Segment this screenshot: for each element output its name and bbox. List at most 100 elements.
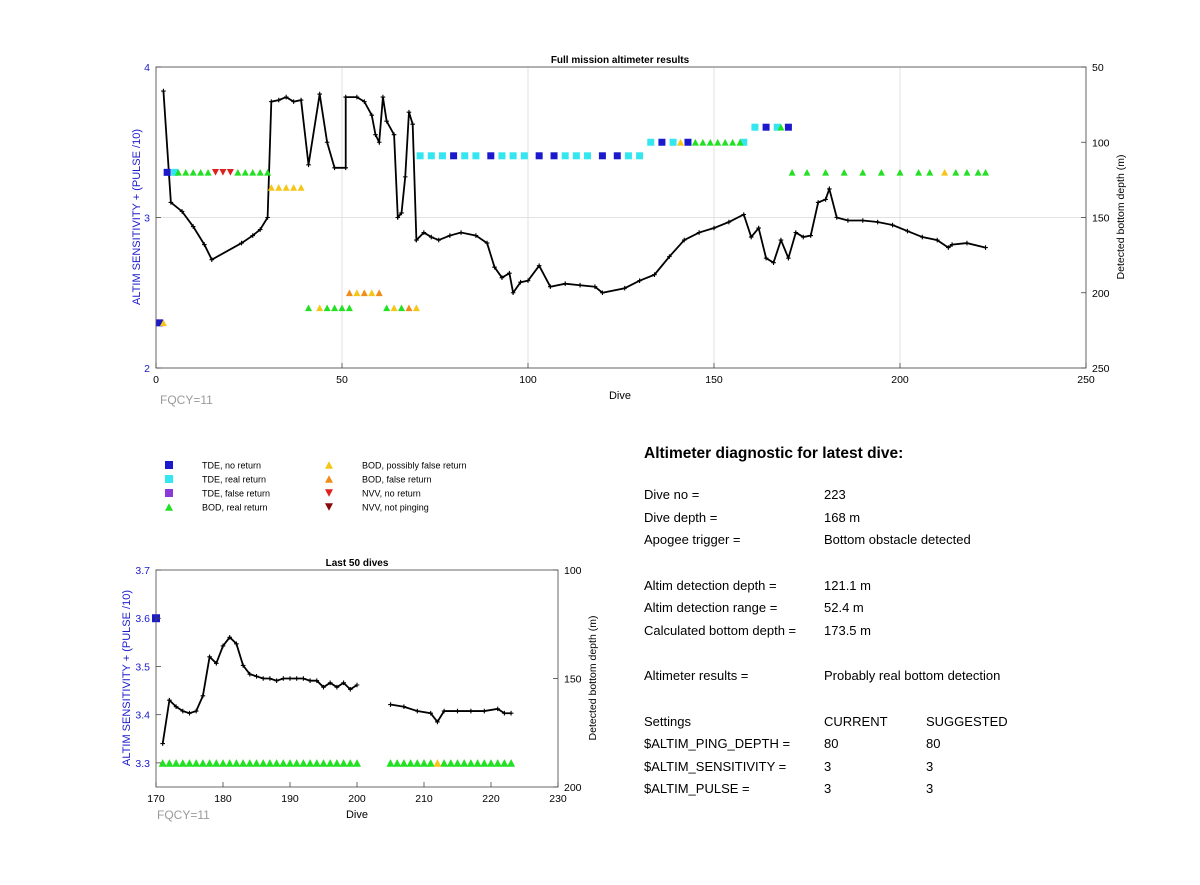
marker-point <box>219 759 227 767</box>
marker-point <box>941 169 949 176</box>
diagnostic-panel: Altimeter diagnostic for latest dive: Di… <box>644 445 1164 804</box>
marker-point <box>426 759 435 767</box>
depth-point <box>786 255 791 261</box>
marker-point <box>264 169 272 176</box>
marker-point <box>416 152 424 160</box>
setting-suggested: 80 <box>926 736 941 751</box>
depth-point <box>168 200 174 205</box>
marker-point <box>165 759 174 767</box>
depth-point <box>410 121 415 127</box>
marker-point <box>234 169 242 176</box>
marker-point <box>332 759 341 767</box>
depth-point <box>294 676 299 681</box>
legend-label: TDE, false return <box>202 489 270 499</box>
depth-point <box>274 678 279 683</box>
marker-point <box>466 759 475 767</box>
marker-point <box>699 138 707 146</box>
marker-point <box>636 152 644 160</box>
diag-row-detection-depth: Altim detection depth = 121.1 m <box>644 578 1164 601</box>
marker-point <box>178 759 187 767</box>
marker-point <box>204 169 212 176</box>
depth-point <box>287 676 293 681</box>
depth-point <box>421 230 427 235</box>
marker-point <box>272 759 281 767</box>
marker-point <box>706 138 714 146</box>
y2-tick-label: 250 <box>1092 363 1110 375</box>
marker-point <box>598 152 606 160</box>
depth-point <box>207 654 212 660</box>
marker-point <box>267 184 275 191</box>
depth-point <box>369 112 375 118</box>
depth-point <box>845 218 851 223</box>
y-tick-label: 3.6 <box>135 613 150 625</box>
top-chart-title: Full mission altimeter results <box>551 55 690 66</box>
diag-value: 52.4 m <box>824 600 864 615</box>
marker-point <box>265 759 274 767</box>
marker-point <box>386 759 395 767</box>
depth-point <box>447 233 453 238</box>
marker-point <box>306 759 315 767</box>
depth-point <box>269 99 274 104</box>
diag-row-dive-depth: Dive depth = 168 m <box>644 510 1164 533</box>
x-tick-label: 230 <box>549 793 567 805</box>
legend-label: BOD, real return <box>202 503 268 513</box>
depth-point <box>949 242 955 247</box>
bottom-chart-markers <box>152 614 516 767</box>
x-tick-label: 250 <box>1077 374 1095 386</box>
depth-point <box>334 684 340 690</box>
top-chart-y2label: Detected bottom depth (m) <box>1115 155 1127 280</box>
depth-point <box>180 708 186 714</box>
depth-point <box>510 290 516 296</box>
depth-point <box>562 281 568 287</box>
marker-point <box>323 304 331 312</box>
bottom-chart-depth-line <box>160 634 514 746</box>
marker-point <box>473 759 482 767</box>
depth-point <box>167 697 172 703</box>
marker-point <box>658 138 666 146</box>
depth-point <box>395 215 401 220</box>
marker-point <box>219 169 227 176</box>
marker-point <box>338 304 346 312</box>
x-tick-label: 150 <box>705 374 723 386</box>
marker-point <box>822 169 830 176</box>
depth-point <box>771 260 776 265</box>
marker-point <box>174 169 182 176</box>
x-tick-label: 210 <box>415 793 433 805</box>
setting-suggested: 3 <box>926 758 934 774</box>
marker-point <box>472 152 480 160</box>
depth-point <box>548 284 553 290</box>
y-tick-label: 3.4 <box>135 710 150 722</box>
marker-point <box>259 759 268 767</box>
marker-point <box>684 138 692 146</box>
marker-point <box>982 169 990 176</box>
marker-point <box>256 169 264 176</box>
depth-point <box>741 212 747 217</box>
marker-point <box>290 184 298 191</box>
marker-point <box>535 152 543 160</box>
depth-point <box>507 270 512 276</box>
depth-point <box>763 255 769 261</box>
depth-point <box>276 97 282 103</box>
x-tick-label: 190 <box>281 793 299 805</box>
y2-tick-label: 150 <box>1092 213 1110 225</box>
depth-point <box>307 678 313 683</box>
y-tick-label: 3.7 <box>135 565 150 577</box>
setting-label: $ALTIM_PING_DEPTH = <box>644 736 791 751</box>
depth-point <box>436 237 442 243</box>
marker-point <box>319 759 328 767</box>
marker-point <box>446 759 455 767</box>
diag-label: Altimeter results = <box>644 668 749 683</box>
legend-item: TDE, false return <box>165 489 270 499</box>
depth-point <box>492 264 497 270</box>
legend-item: TDE, real return <box>165 475 266 485</box>
depth-point <box>934 237 940 243</box>
depth-point <box>484 240 490 246</box>
marker-point <box>788 169 796 176</box>
depth-point <box>402 174 408 180</box>
depth-line-segment <box>162 91 986 296</box>
legend-item: NVV, not pinging <box>325 503 429 513</box>
bottom-chart-y2label: Detected bottom depth (m) <box>587 616 599 741</box>
legend-symbol <box>325 461 333 469</box>
marker-point <box>840 169 848 176</box>
depth-point <box>823 197 828 202</box>
